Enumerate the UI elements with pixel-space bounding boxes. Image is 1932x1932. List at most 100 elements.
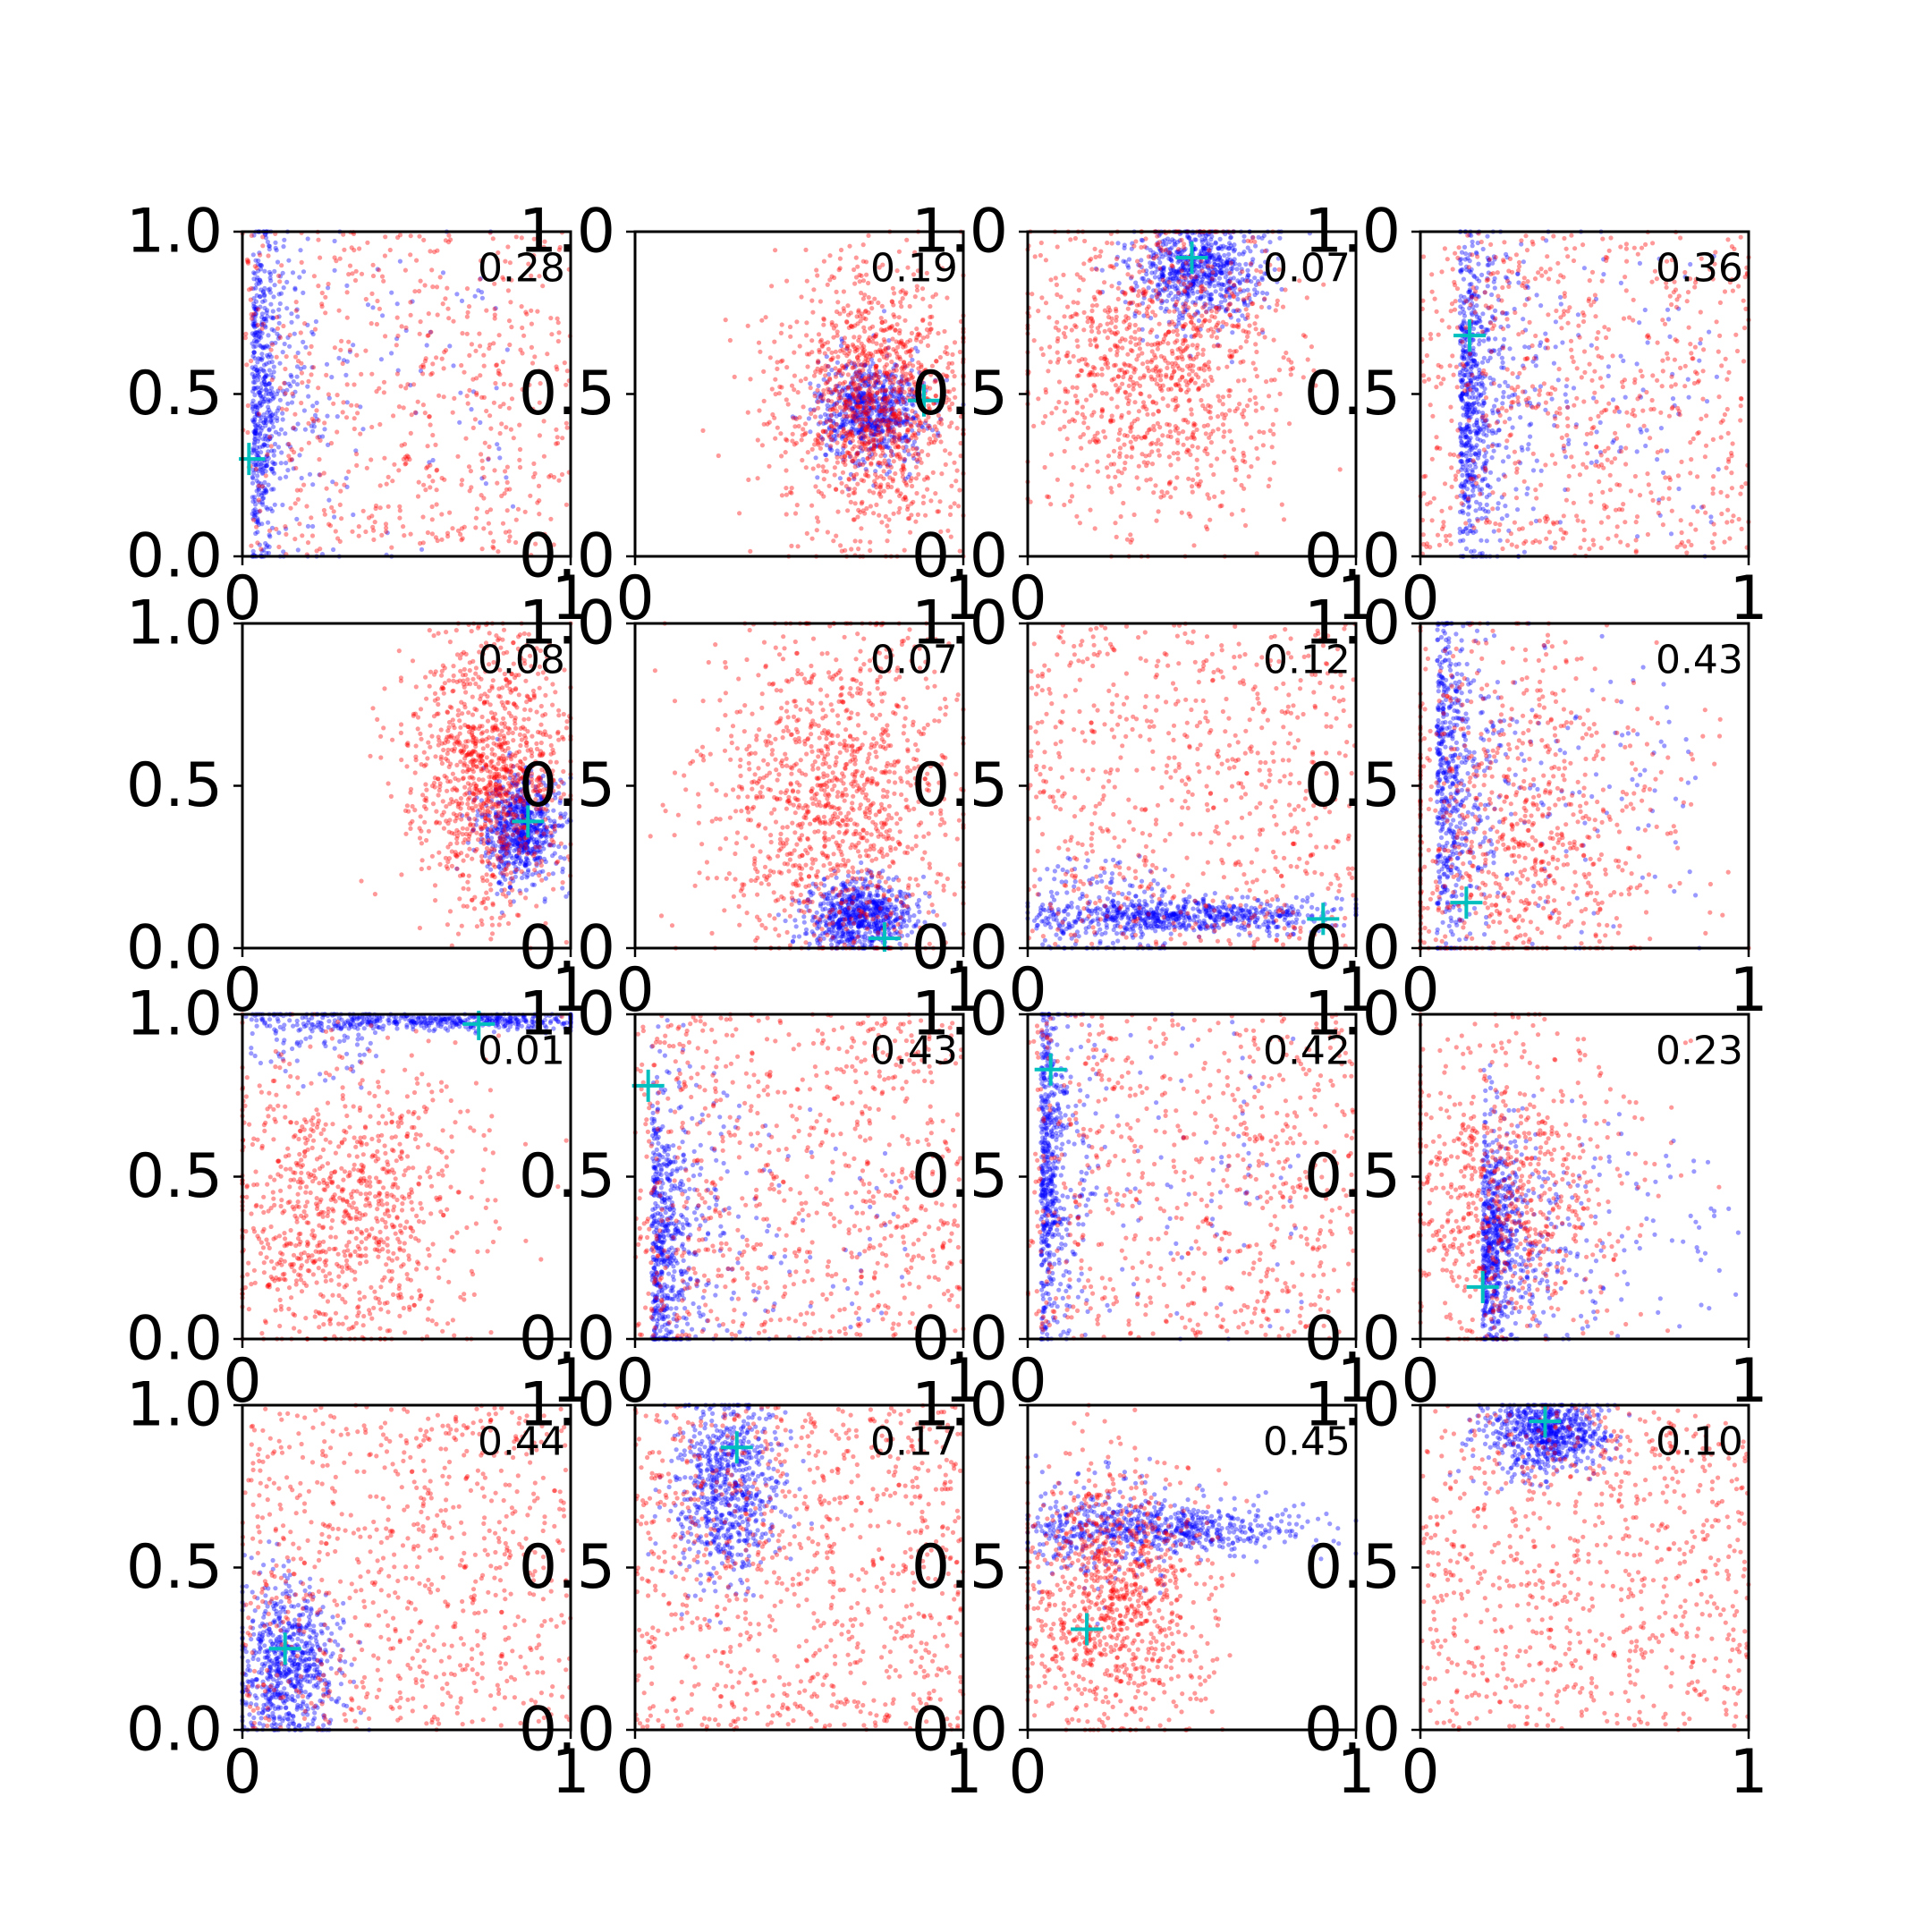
red-point xyxy=(891,427,896,432)
red-point xyxy=(805,450,810,455)
red-point xyxy=(293,300,299,305)
red-point xyxy=(815,436,821,441)
blue-point xyxy=(859,435,864,440)
red-point xyxy=(1046,315,1052,320)
blue-point xyxy=(260,344,266,350)
blue-point xyxy=(876,378,881,384)
red-point xyxy=(825,386,831,392)
red-point xyxy=(784,492,790,497)
red-point xyxy=(848,413,853,419)
red-point xyxy=(893,440,898,445)
red-point xyxy=(887,377,893,382)
red-point xyxy=(890,388,895,394)
red-point xyxy=(1109,284,1114,289)
blue-point xyxy=(860,411,865,417)
red-point xyxy=(459,362,464,369)
blue-point xyxy=(297,275,302,280)
red-point xyxy=(938,417,944,422)
blue-point xyxy=(267,436,273,441)
red-point xyxy=(887,429,894,435)
blue-point xyxy=(836,424,842,430)
blue-point xyxy=(260,502,266,507)
red-point xyxy=(801,427,806,432)
red-point xyxy=(862,292,868,298)
red-point xyxy=(1071,300,1076,305)
red-point xyxy=(1090,364,1096,370)
red-point xyxy=(1201,368,1207,373)
red-point xyxy=(1062,448,1067,454)
blue-point xyxy=(860,436,866,441)
blue-point xyxy=(256,356,261,361)
blue-point xyxy=(282,237,287,242)
red-point xyxy=(775,425,780,430)
red-point xyxy=(844,345,850,352)
red-point xyxy=(1055,338,1060,344)
red-point xyxy=(836,433,842,438)
red-point xyxy=(481,526,487,531)
blue-point xyxy=(301,269,307,275)
blue-point xyxy=(250,371,255,377)
blue-point xyxy=(299,475,304,481)
red-point xyxy=(311,418,317,424)
blue-point xyxy=(250,314,256,319)
red-point xyxy=(562,360,567,366)
blue-point xyxy=(836,384,842,389)
red-point xyxy=(902,389,907,395)
red-point xyxy=(1046,495,1052,500)
blue-point xyxy=(1191,283,1197,288)
red-point xyxy=(936,419,942,425)
red-point xyxy=(920,296,926,301)
blue-point xyxy=(877,369,883,375)
red-point xyxy=(912,382,918,387)
red-point xyxy=(1337,467,1343,472)
red-point xyxy=(1061,272,1066,277)
red-point xyxy=(1109,489,1114,495)
blue-point xyxy=(252,393,258,398)
blue-point xyxy=(252,271,258,276)
blue-point xyxy=(254,411,260,417)
red-point xyxy=(1126,316,1131,321)
blue-point xyxy=(916,387,921,393)
red-point xyxy=(843,453,848,459)
red-point xyxy=(916,360,921,365)
red-point xyxy=(857,352,862,358)
red-point xyxy=(868,547,873,554)
blue-point xyxy=(911,402,916,408)
red-point xyxy=(944,344,949,350)
red-point xyxy=(852,475,857,480)
blue-point xyxy=(886,445,893,451)
blue-point xyxy=(1121,258,1126,264)
blue-point xyxy=(265,453,270,459)
red-point xyxy=(830,355,835,360)
red-point xyxy=(402,533,407,538)
blue-point xyxy=(257,486,262,491)
red-point xyxy=(1107,308,1113,313)
blue-point xyxy=(876,462,881,467)
blue-point xyxy=(251,440,257,445)
red-point xyxy=(1128,347,1134,353)
red-point xyxy=(1266,483,1271,489)
red-point xyxy=(1252,394,1258,401)
red-point xyxy=(1219,411,1225,417)
red-point xyxy=(364,465,369,470)
red-point xyxy=(1127,322,1132,327)
blue-point xyxy=(259,319,265,325)
red-point xyxy=(871,445,877,451)
blue-point xyxy=(250,450,255,455)
blue-point xyxy=(911,439,917,445)
red-point xyxy=(1157,240,1162,245)
blue-point xyxy=(902,407,908,412)
red-point xyxy=(1114,318,1119,323)
blue-point xyxy=(259,352,265,357)
red-point xyxy=(919,449,925,454)
red-point xyxy=(818,369,823,375)
red-point xyxy=(855,321,860,326)
blue-point xyxy=(259,483,265,489)
red-point xyxy=(835,440,840,445)
red-point xyxy=(867,338,872,344)
red-point xyxy=(383,521,389,527)
blue-point xyxy=(891,402,897,408)
blue-point xyxy=(276,314,282,319)
red-point xyxy=(319,290,325,296)
red-point xyxy=(795,544,801,549)
